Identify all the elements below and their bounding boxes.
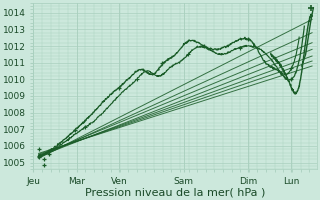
- X-axis label: Pression niveau de la mer( hPa ): Pression niveau de la mer( hPa ): [85, 187, 266, 197]
